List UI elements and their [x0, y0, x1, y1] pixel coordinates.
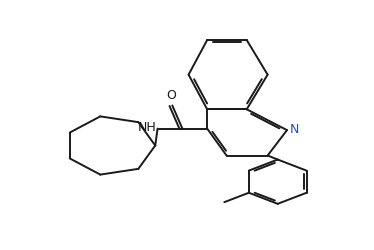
- Text: N: N: [289, 123, 299, 136]
- Text: O: O: [166, 89, 176, 102]
- Text: NH: NH: [137, 122, 156, 134]
